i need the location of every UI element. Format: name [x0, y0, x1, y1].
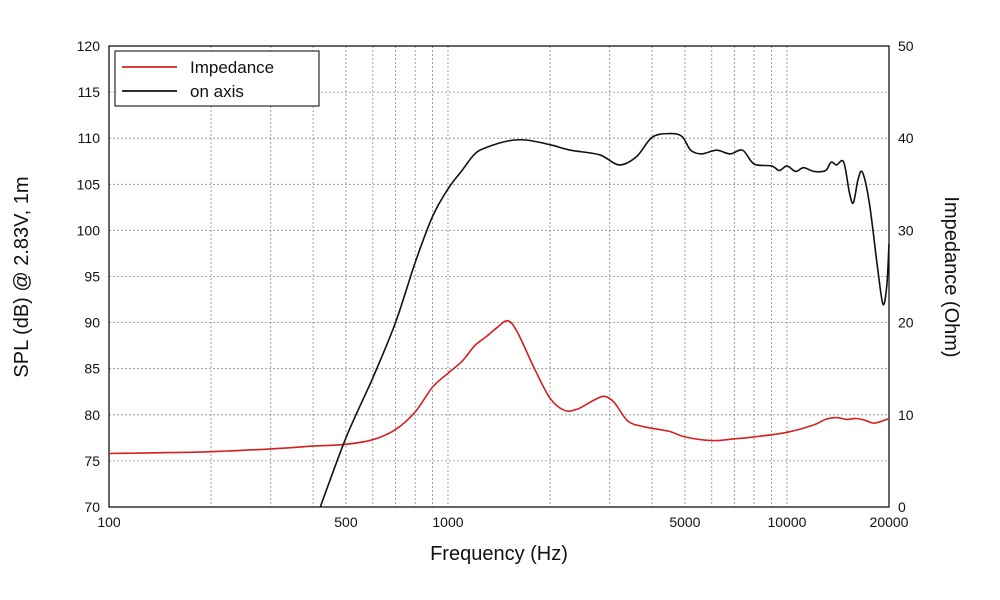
- y-tick-label: 115: [78, 84, 101, 100]
- y2-axis-title: Impedance (Ohm): [940, 196, 962, 357]
- y-tick-label: 100: [77, 222, 101, 238]
- y-tick-label: 70: [84, 499, 100, 515]
- x-tick-label: 100: [97, 514, 121, 530]
- x-tick-label: 1000: [432, 514, 463, 530]
- x-tick-label: 10000: [767, 514, 806, 530]
- y-axis-title: SPL (dB) @ 2.83V, 1m: [11, 176, 33, 377]
- y-tick-label: 120: [77, 38, 101, 54]
- y2-tick-label: 0: [898, 499, 906, 515]
- plot-frame: [108, 45, 890, 508]
- y-tick-label: 105: [77, 176, 101, 192]
- tick-labels: 100 500 1000 5000 10000 200007075808590951001…: [77, 38, 914, 530]
- y2-tick-label: 10: [898, 407, 914, 423]
- y-tick-label: 85: [84, 361, 100, 377]
- x-tick-label: 5000: [669, 514, 700, 530]
- legend: Impedance on axis: [114, 50, 320, 107]
- series-layer: [108, 132, 890, 508]
- legend-box: [114, 50, 320, 107]
- x-axis-title: Frequency (Hz): [430, 543, 568, 565]
- y2-tick-label: 30: [898, 222, 914, 238]
- x-tick-label: 20000: [870, 514, 909, 530]
- x-tick-label: 500: [334, 514, 358, 530]
- grid: [109, 46, 890, 507]
- y2-tick-label: 40: [898, 130, 914, 146]
- series-line-on-axis: [319, 132, 890, 508]
- y-tick-label: 110: [78, 130, 101, 146]
- y2-tick-label: 20: [898, 315, 914, 331]
- y-tick-label: 95: [84, 269, 100, 285]
- y-tick-label: 75: [84, 453, 100, 469]
- y-tick-label: 80: [84, 407, 100, 423]
- series-line-impedance: [108, 319, 890, 455]
- legend-label-on-axis: on axis: [190, 82, 244, 101]
- y-tick-label: 90: [84, 315, 100, 331]
- y2-tick-label: 50: [898, 38, 914, 54]
- legend-label-impedance: Impedance: [190, 58, 274, 77]
